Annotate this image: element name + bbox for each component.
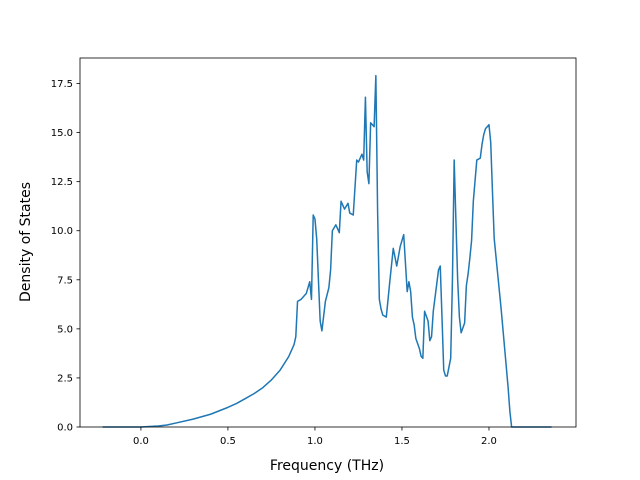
y-tick-label: 10.0 bbox=[51, 226, 73, 237]
plot-area: 0.0 0.5 1.0 1.5 2.0 0.0 2.5 5.0 7.5 10.0 12.5 15.0 1… bbox=[51, 57, 577, 447]
y-tick-label: 15.0 bbox=[51, 128, 73, 139]
y-tick-label: 7.5 bbox=[57, 275, 73, 286]
y-tick-label: 12.5 bbox=[51, 177, 73, 188]
y-tick-label: 2.5 bbox=[57, 373, 73, 384]
y-tick-label: 0.0 bbox=[57, 423, 73, 434]
x-tick-label: 0.5 bbox=[220, 436, 236, 447]
x-tick-label: 1.5 bbox=[394, 436, 410, 447]
axes-frame bbox=[79, 57, 577, 428]
series-line-0 bbox=[102, 74, 552, 428]
x-tick-label: 0.0 bbox=[133, 436, 149, 447]
x-tick-label: 1.0 bbox=[307, 436, 323, 447]
y-tick-label: 17.5 bbox=[51, 79, 73, 90]
x-axis-label: Frequency (THz) bbox=[270, 458, 384, 474]
x-tick-label: 2.0 bbox=[481, 436, 497, 447]
y-tick-label: 5.0 bbox=[57, 324, 73, 335]
y-axis-label: Density of States bbox=[18, 182, 34, 302]
